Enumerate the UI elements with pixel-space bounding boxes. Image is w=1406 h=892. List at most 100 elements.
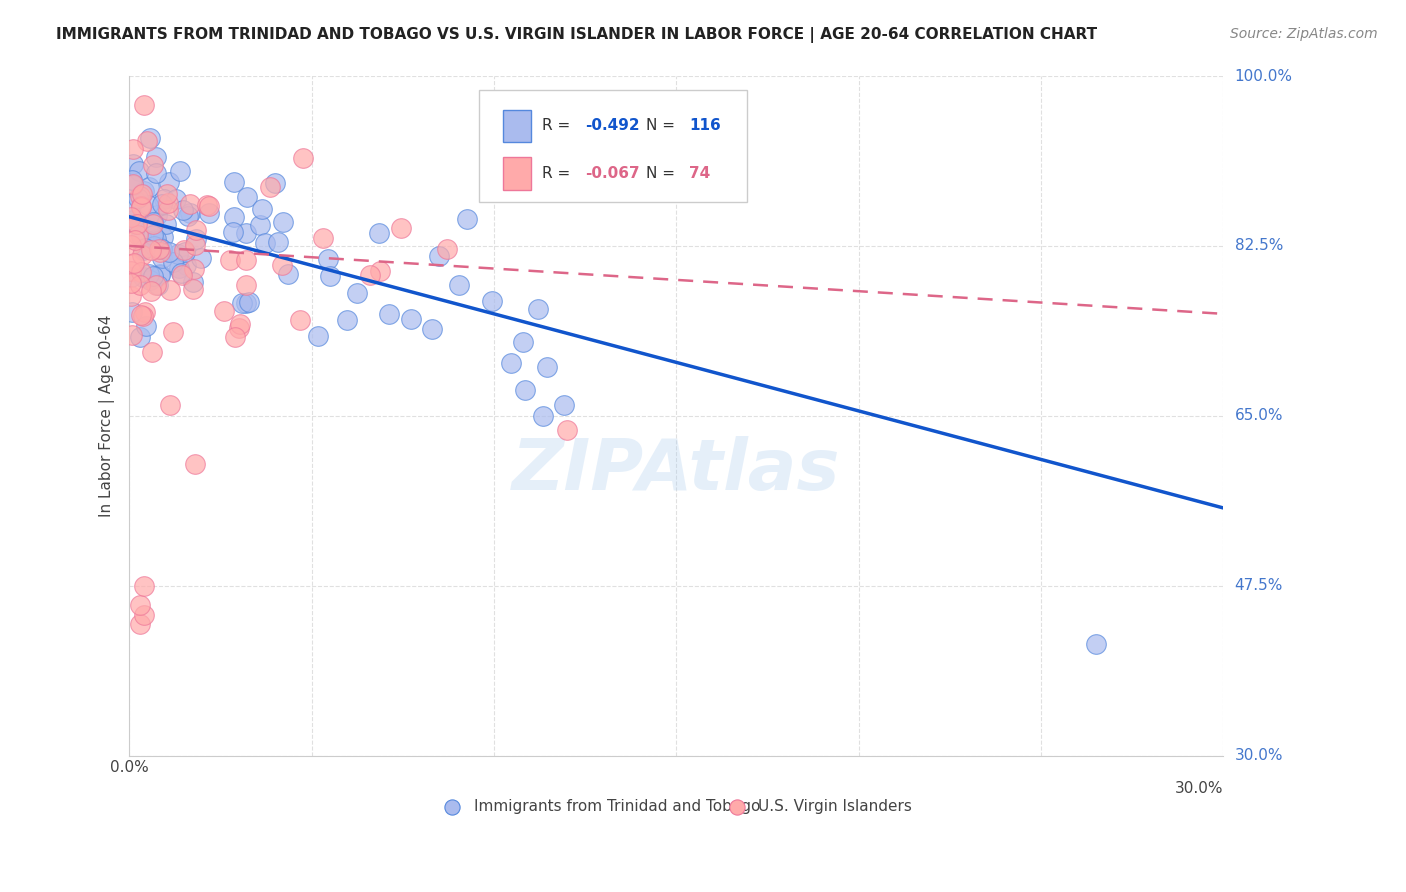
- Text: Source: ZipAtlas.com: Source: ZipAtlas.com: [1230, 27, 1378, 41]
- Point: [231, 296, 253, 310]
- Point: [138, 131, 160, 145]
- Point: [162, 325, 184, 339]
- Point: [142, 239, 165, 253]
- Point: [129, 229, 152, 244]
- Text: 30.0%: 30.0%: [1234, 748, 1284, 763]
- Point: [169, 164, 191, 178]
- Point: [235, 277, 257, 292]
- Point: [222, 225, 245, 239]
- Point: [150, 197, 173, 211]
- Point: [271, 258, 294, 272]
- Text: 82.5%: 82.5%: [1234, 238, 1282, 253]
- Text: 74: 74: [689, 166, 711, 181]
- Point: [131, 186, 153, 201]
- Point: [436, 242, 458, 256]
- Point: [142, 158, 165, 172]
- Point: [235, 226, 257, 240]
- Point: [139, 285, 162, 299]
- Point: [132, 309, 155, 323]
- Point: [1084, 637, 1107, 651]
- Point: [166, 246, 188, 260]
- Point: [170, 268, 193, 282]
- Point: [121, 172, 143, 186]
- Point: [501, 356, 523, 370]
- Point: [186, 223, 208, 237]
- Point: [129, 189, 152, 203]
- Point: [399, 312, 422, 326]
- Point: [142, 214, 165, 228]
- Point: [212, 303, 235, 318]
- Point: [229, 317, 252, 331]
- Point: [122, 177, 145, 191]
- Point: [145, 166, 167, 180]
- Point: [129, 265, 152, 279]
- Point: [122, 178, 145, 192]
- Point: [120, 269, 142, 284]
- Text: 116: 116: [689, 119, 721, 134]
- Point: [172, 203, 194, 218]
- Point: [157, 175, 180, 189]
- Point: [235, 295, 257, 310]
- Text: ZIPAtlas: ZIPAtlas: [512, 435, 841, 505]
- Point: [146, 277, 169, 292]
- Point: [148, 268, 170, 283]
- Point: [129, 198, 152, 212]
- Point: [184, 237, 207, 252]
- Point: [224, 330, 246, 344]
- Point: [146, 208, 169, 222]
- Point: [318, 268, 340, 283]
- Text: U.S. Virgin Islanders: U.S. Virgin Islanders: [758, 799, 912, 814]
- Point: [156, 196, 179, 211]
- Point: [219, 252, 242, 267]
- Point: [128, 164, 150, 178]
- Point: [367, 226, 389, 240]
- Point: [128, 330, 150, 344]
- Point: [120, 238, 142, 252]
- Point: [129, 617, 152, 632]
- Point: [553, 398, 575, 412]
- Point: [132, 243, 155, 257]
- Point: [307, 328, 329, 343]
- Point: [170, 267, 193, 281]
- Point: [235, 252, 257, 267]
- Point: [456, 212, 478, 227]
- Point: [134, 184, 156, 198]
- Point: [145, 150, 167, 164]
- Point: [129, 308, 152, 322]
- Text: R =: R =: [541, 166, 575, 181]
- Point: [238, 294, 260, 309]
- Point: [120, 277, 142, 291]
- Point: [179, 197, 201, 211]
- Point: [120, 263, 142, 277]
- Point: [138, 267, 160, 281]
- Point: [184, 458, 207, 472]
- Point: [174, 258, 197, 272]
- Text: 47.5%: 47.5%: [1234, 578, 1282, 593]
- Point: [183, 261, 205, 276]
- Point: [129, 598, 152, 612]
- Point: [481, 293, 503, 308]
- Point: [121, 328, 143, 343]
- FancyBboxPatch shape: [479, 89, 748, 202]
- Point: [127, 191, 149, 205]
- Text: R =: R =: [541, 119, 575, 134]
- Point: [121, 257, 143, 271]
- Text: -0.067: -0.067: [585, 166, 640, 181]
- Point: [512, 335, 534, 350]
- Point: [152, 230, 174, 244]
- Point: [427, 249, 450, 263]
- Point: [121, 142, 143, 156]
- Point: [271, 215, 294, 229]
- Point: [149, 267, 172, 281]
- Point: [121, 305, 143, 319]
- Point: [254, 236, 277, 251]
- Point: [336, 313, 359, 327]
- Point: [142, 217, 165, 231]
- Point: [120, 288, 142, 302]
- Point: [139, 273, 162, 287]
- Point: [157, 244, 180, 259]
- Point: [120, 199, 142, 213]
- Point: [264, 176, 287, 190]
- Point: [142, 269, 165, 284]
- Point: [378, 308, 401, 322]
